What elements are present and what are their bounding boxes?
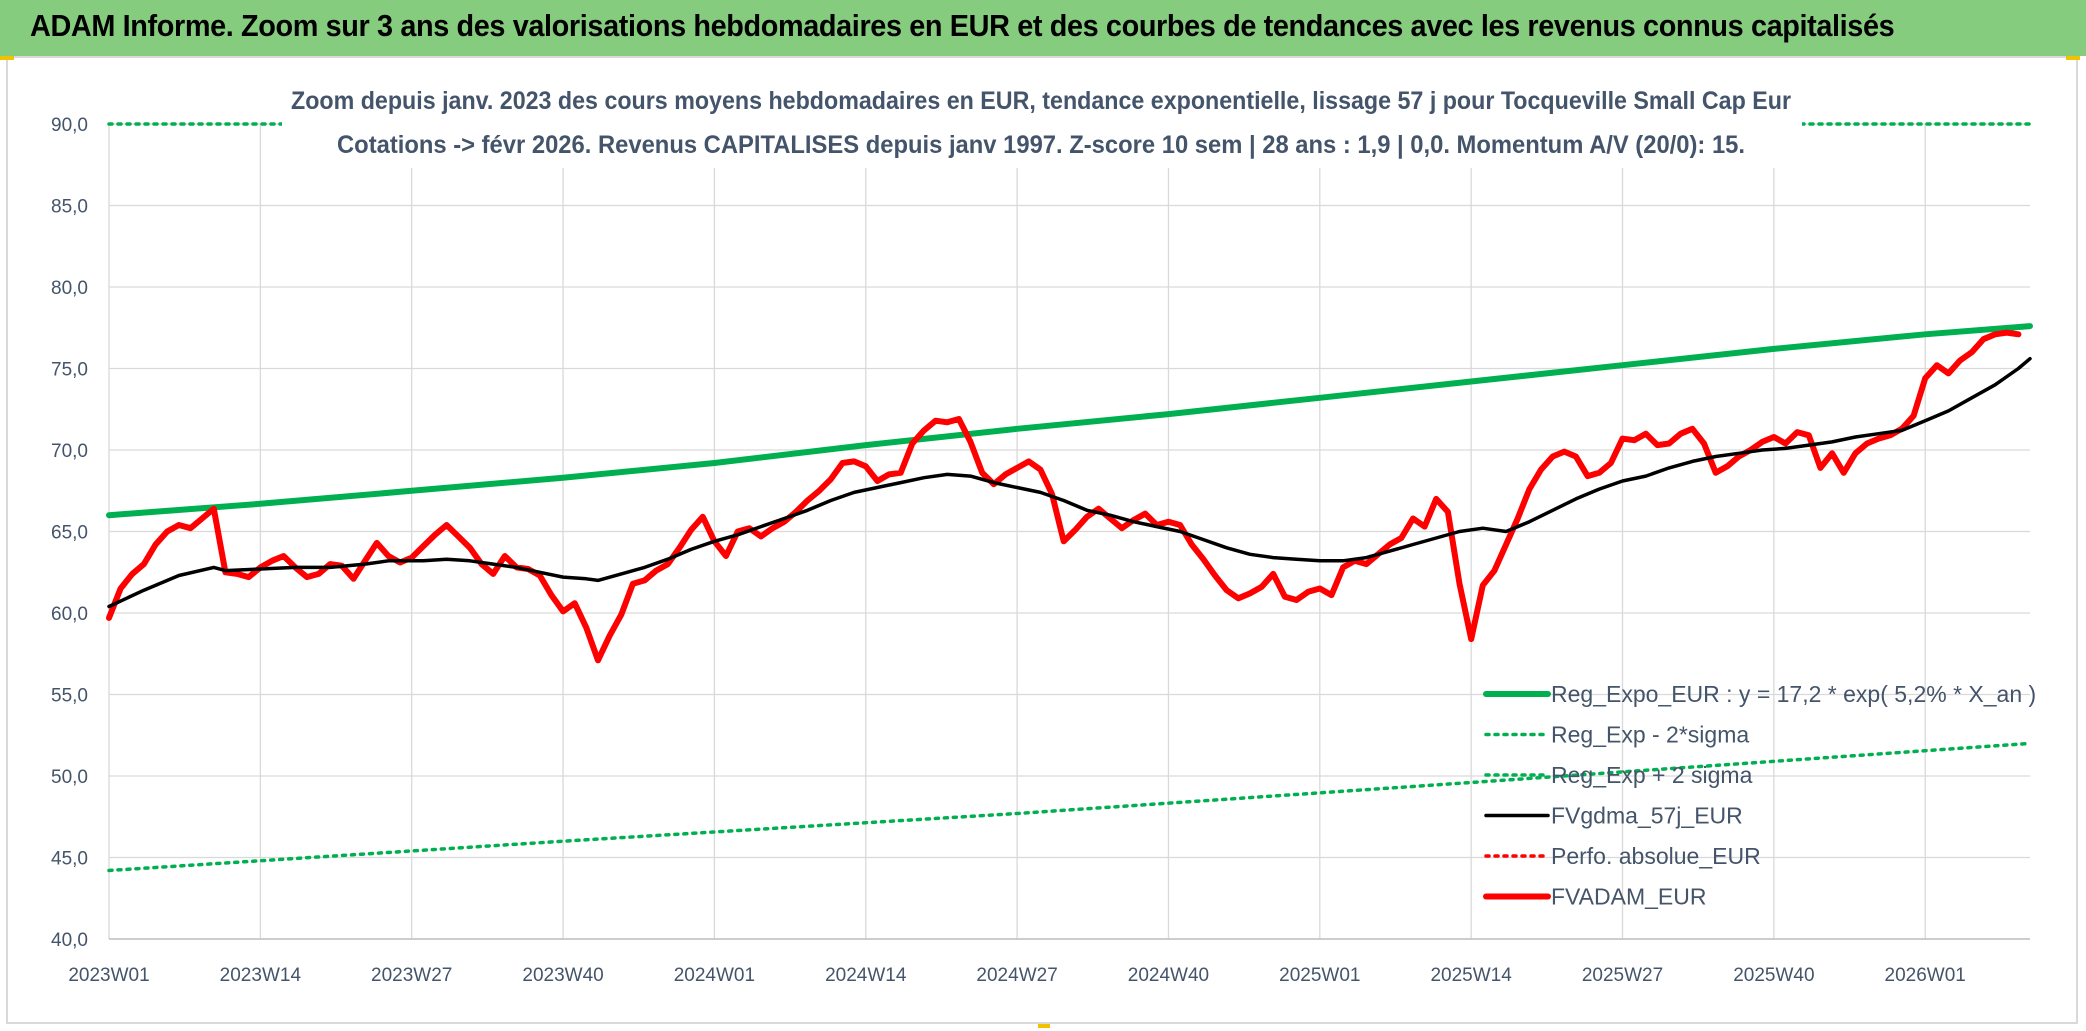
- x-tick-label: 2023W40: [522, 965, 603, 986]
- x-tick-label: 2023W14: [220, 965, 302, 986]
- x-tick-label: 2024W14: [825, 965, 907, 986]
- legend-label: FVgdma_57j_EUR: [1551, 803, 1743, 829]
- x-tick-label: 2025W27: [1582, 965, 1663, 986]
- y-axis-ticks: 40,0 45,0 50,0 55,0 60,0 65,0 70,0 75,0 80,0 85,0…: [51, 115, 88, 951]
- series-line: [107, 356, 2032, 609]
- x-tick-label: 2023W27: [371, 965, 452, 986]
- y-tick-label: 60,0: [51, 604, 88, 625]
- chart-title-line1: Zoom depuis janv. 2023 des cours moyens …: [291, 87, 1791, 115]
- y-tick-label: 45,0: [51, 849, 88, 870]
- corner-mark-top-left: [0, 56, 14, 60]
- legend-label: FVADAM_EUR: [1551, 884, 1707, 910]
- x-axis-ticks: 2023W01 2023W14 2023W27 2023W40 2024W01 2024W…: [68, 965, 1966, 986]
- banner: ADAM Informe. Zoom sur 3 ans des valoris…: [0, 0, 2086, 56]
- series-line: [106, 329, 2022, 664]
- x-tick-label: 2024W01: [674, 965, 755, 986]
- x-tick-label: 2025W14: [1430, 965, 1512, 986]
- banner-title: ADAM Informe. Zoom sur 3 ans des valoris…: [30, 8, 1895, 43]
- corner-mark-top-right: [2066, 56, 2080, 60]
- y-tick-label: 80,0: [51, 278, 88, 299]
- y-tick-label: 85,0: [51, 197, 88, 218]
- x-tick-label: 2025W01: [1279, 965, 1360, 986]
- y-tick-label: 70,0: [51, 441, 88, 462]
- x-tick-label: 2024W27: [976, 965, 1057, 986]
- series-layer: [106, 122, 2033, 873]
- x-tick-label: 2023W01: [68, 965, 149, 986]
- y-tick-label: 40,0: [51, 930, 88, 951]
- corner-mark-bottom-center: [1038, 1024, 1050, 1028]
- x-tick-label: 2025W40: [1733, 965, 1814, 986]
- series-line: [107, 741, 2032, 873]
- series-line: [106, 323, 2033, 519]
- y-tick-label: 55,0: [51, 686, 88, 707]
- legend-label: Perfo. absolue_EUR: [1551, 843, 1761, 869]
- legend: Reg_Expo_EUR : y = 17,2 * exp( 5,2% * X_…: [1483, 681, 2036, 910]
- x-tick-label: 2024W40: [1128, 965, 1209, 986]
- y-tick-label: 90,0: [51, 115, 88, 136]
- chart-frame: [6, 56, 2078, 1024]
- legend-label: Reg_Expo_EUR : y = 17,2 * exp( 5,2% * X_…: [1551, 681, 2036, 707]
- x-tick-label: 2026W01: [1885, 965, 1966, 986]
- chart-title-line2: Cotations -> févr 2026. Revenus CAPITALI…: [337, 131, 1745, 159]
- legend-label: Reg_Exp + 2 sigma: [1551, 762, 1753, 788]
- y-tick-label: 75,0: [51, 360, 88, 381]
- legend-label: Reg_Exp - 2*sigma: [1551, 722, 1749, 748]
- title-background: [282, 78, 1802, 168]
- y-tick-label: 50,0: [51, 767, 88, 788]
- y-tick-label: 65,0: [51, 523, 88, 544]
